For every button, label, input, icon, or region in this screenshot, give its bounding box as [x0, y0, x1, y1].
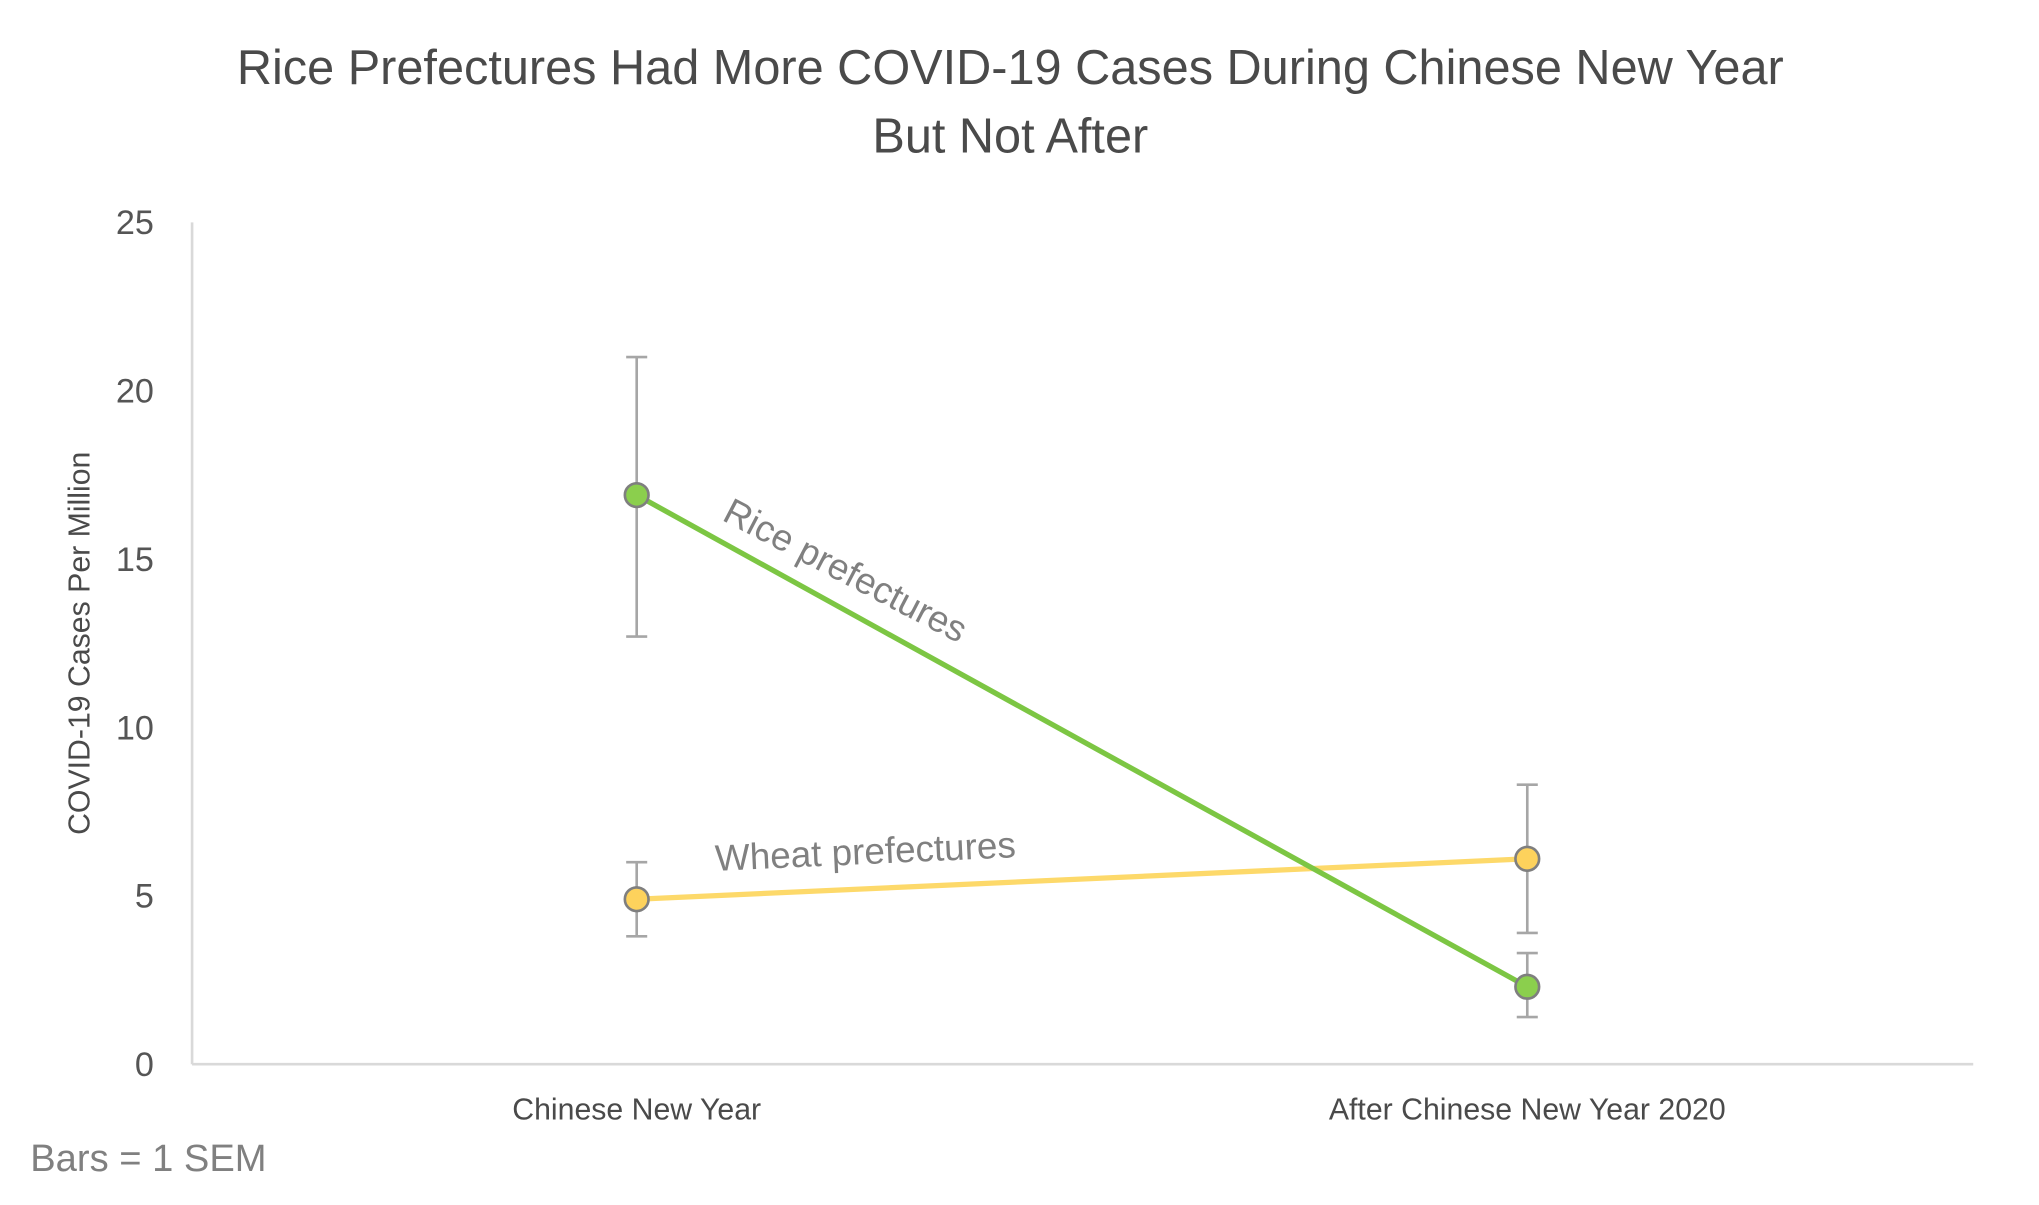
x-tick-label-1: After Chinese New Year 2020 — [1329, 1093, 1726, 1126]
rice-series-line — [635, 492, 1529, 990]
wheat-data-point — [623, 886, 650, 913]
y-tick-label: 15 — [116, 541, 154, 579]
y-tick-label: 5 — [135, 878, 154, 916]
wheat-data-point — [1514, 845, 1541, 872]
y-axis-title: COVID-19 Cases Per Million — [63, 452, 96, 835]
y-tick-label: 0 — [135, 1046, 154, 1084]
y-tick-label: 25 — [116, 204, 154, 242]
y-tick-label: 10 — [116, 709, 154, 747]
plot-area — [623, 355, 1541, 1019]
rice-data-point — [1514, 973, 1541, 1000]
chart-title-line2: But Not After — [872, 110, 1148, 164]
rice-data-point — [623, 481, 650, 509]
chart-title-line1: Rice Prefectures Had More COVID-19 Cases… — [237, 41, 1784, 95]
y-tick-labels: 0 5 10 15 20 25 — [116, 204, 154, 1084]
wheat-series-line — [636, 856, 1528, 902]
rice-series-label: Rice prefectures — [717, 490, 974, 650]
y-tick-label: 20 — [116, 373, 154, 411]
wheat-series-label: Wheat prefectures — [714, 824, 1016, 879]
error-bar-note: Bars = 1 SEM — [30, 1137, 266, 1180]
x-tick-label-0: Chinese New Year — [512, 1093, 761, 1126]
